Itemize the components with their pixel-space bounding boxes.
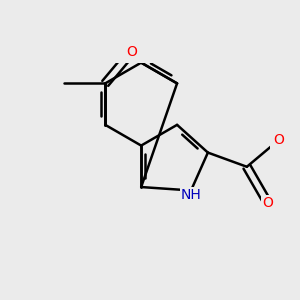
Text: O: O <box>273 133 284 147</box>
Text: O: O <box>127 45 137 58</box>
Text: NH: NH <box>181 188 201 202</box>
Text: O: O <box>262 196 273 210</box>
